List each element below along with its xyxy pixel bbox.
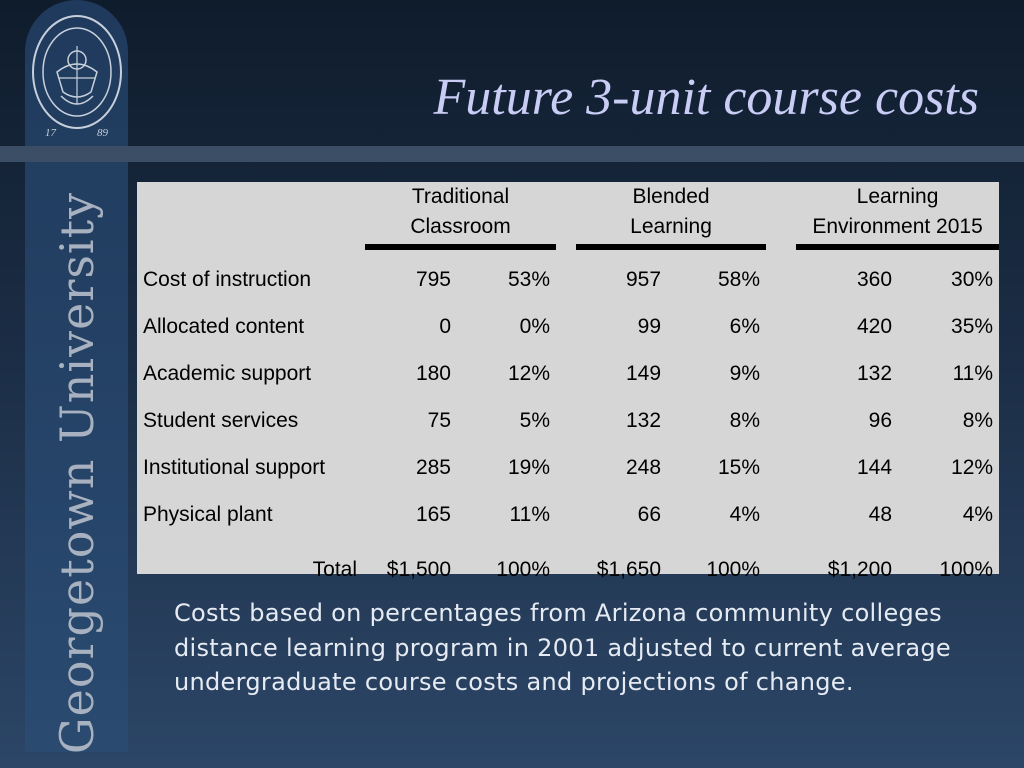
table-cell: 11% (509, 502, 551, 526)
row-label: Cost of instruction (143, 267, 312, 291)
row-label: Physical plant (143, 502, 273, 526)
table-cell: 100% (706, 558, 761, 581)
table-cell: 15% (718, 455, 761, 479)
table-cell: 9% (729, 361, 761, 385)
table-cell: 420 (856, 314, 893, 338)
group-header-line2: Classroom (410, 215, 511, 238)
table-row: Student services 75 5% 132 8% 96 8% (137, 397, 999, 444)
header-underline-row (137, 244, 1000, 250)
table-row: Academic support 180 12% 149 9% 132 11% (137, 350, 999, 397)
seal-year-left: 17 (45, 127, 57, 139)
footnote-text: Costs based on percentages from Arizona … (174, 599, 951, 696)
table-total-row: Total $1,500 100% $1,650 100% $1,200 100… (137, 538, 999, 602)
slide-title: Future 3-unit course costs (433, 69, 979, 126)
table-cell: 180 (415, 361, 451, 385)
table-cell: 11% (952, 361, 994, 385)
table-row: Physical plant 165 11% 66 4% 48 4% (137, 491, 999, 538)
table-cell: 8% (962, 408, 994, 432)
group-header-line2: Learning (630, 215, 712, 238)
group-header-line1: Learning (856, 185, 939, 208)
table-cell: 149 (625, 361, 662, 385)
cost-table: Traditional Classroom Blended Learning L… (137, 182, 1000, 602)
group-header-line1: Traditional (411, 185, 510, 208)
total-label: Total (312, 558, 357, 581)
header-underline (576, 244, 767, 250)
table-cell: 285 (415, 455, 451, 479)
row-label: Student services (143, 408, 299, 432)
table-cell: 165 (415, 502, 451, 526)
table-cell: 144 (856, 455, 893, 479)
group-header-line2: Environment 2015 (812, 215, 983, 238)
table-cell: 48 (868, 502, 893, 526)
table-cell: 0% (519, 314, 551, 338)
table-header-row: Traditional Classroom Blended Learning L… (137, 182, 999, 244)
group-header-line1: Blended (632, 185, 710, 208)
table-cell: 4% (729, 502, 761, 526)
table-cell: 12% (507, 361, 551, 385)
sidebar-panel (25, 0, 128, 752)
row-label: Academic support (143, 361, 312, 385)
table-cell: 75 (427, 408, 451, 432)
table-cell: 248 (625, 455, 662, 479)
table-cell: $1,500 (386, 558, 451, 581)
university-seal-icon: 17 89 (32, 15, 122, 139)
table-cell: 5% (519, 408, 551, 432)
table-cell: 360 (856, 267, 893, 291)
seal-year-right: 89 (97, 127, 109, 139)
row-label: Allocated content (143, 314, 305, 338)
header-band (0, 146, 1024, 162)
column-group-header: Blended Learning (576, 182, 766, 244)
row-label: Institutional support (143, 455, 326, 479)
table-row: Institutional support 285 19% 248 15% 144 12% (137, 444, 999, 491)
table-cell: 99 (637, 314, 662, 338)
table-cell: $1,200 (827, 558, 893, 581)
table-cell: 35% (951, 314, 994, 338)
table-cell: 957 (625, 267, 662, 291)
table-cell: 53% (507, 267, 551, 291)
header-underline (796, 244, 1000, 250)
table-cell: $1,650 (596, 558, 662, 581)
table-cell: 58% (718, 267, 761, 291)
table-cell: 0 (439, 314, 451, 338)
table-cell: 100% (496, 558, 551, 581)
table-row: Cost of instruction 795 53% 957 58% 360 30% (137, 256, 999, 303)
table-cell: 100% (939, 558, 994, 581)
sidebar-university-name: Georgetown University (50, 191, 104, 755)
column-group-header: Traditional Classroom (365, 182, 556, 244)
table-cell: 6% (729, 314, 761, 338)
table-cell: 19% (507, 455, 551, 479)
table-cell: 30% (951, 267, 994, 291)
column-group-header: Learning Environment 2015 (796, 182, 999, 244)
table-cell: 66 (637, 502, 662, 526)
table-cell: 795 (415, 267, 451, 291)
header-underline (365, 244, 557, 250)
cost-table-panel: Traditional Classroom Blended Learning L… (137, 182, 1000, 581)
table-cell: 132 (625, 408, 662, 432)
table-row: Allocated content 0 0% 99 6% 420 35% (137, 303, 999, 350)
table-cell: 8% (729, 408, 761, 432)
table-cell: 12% (951, 455, 994, 479)
table-cell: 4% (962, 502, 994, 526)
table-cell: 96 (868, 408, 893, 432)
table-cell: 132 (856, 361, 893, 385)
